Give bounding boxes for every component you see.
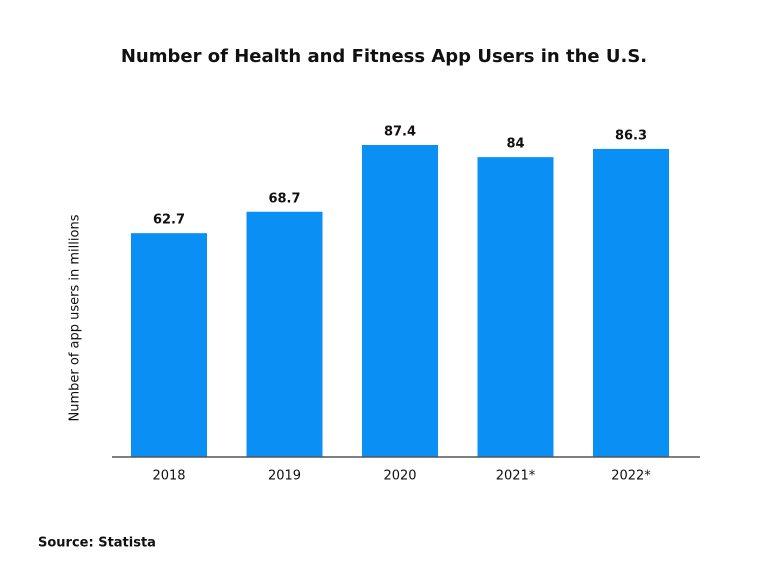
x-tick-label: 2019 (268, 469, 301, 484)
chart-title: Number of Health and Fitness App Users i… (121, 46, 647, 67)
bar (477, 157, 554, 457)
value-label: 84 (506, 137, 524, 152)
y-axis-label: Number of app users in millions (68, 214, 83, 421)
bar (362, 145, 438, 457)
bar (131, 233, 207, 457)
value-label: 86.3 (615, 128, 647, 143)
value-label: 87.4 (384, 125, 416, 140)
x-tick-label: 2018 (152, 469, 185, 484)
source: Source: Statista (38, 536, 156, 551)
x-tick-label: 2021* (496, 469, 536, 484)
bar (593, 148, 669, 458)
x-tick-label: 2022* (611, 469, 651, 484)
value-label: 68.7 (268, 191, 300, 206)
bar (246, 211, 323, 457)
value-label: 62.7 (153, 213, 185, 228)
x-tick-label: 2020 (383, 469, 416, 484)
